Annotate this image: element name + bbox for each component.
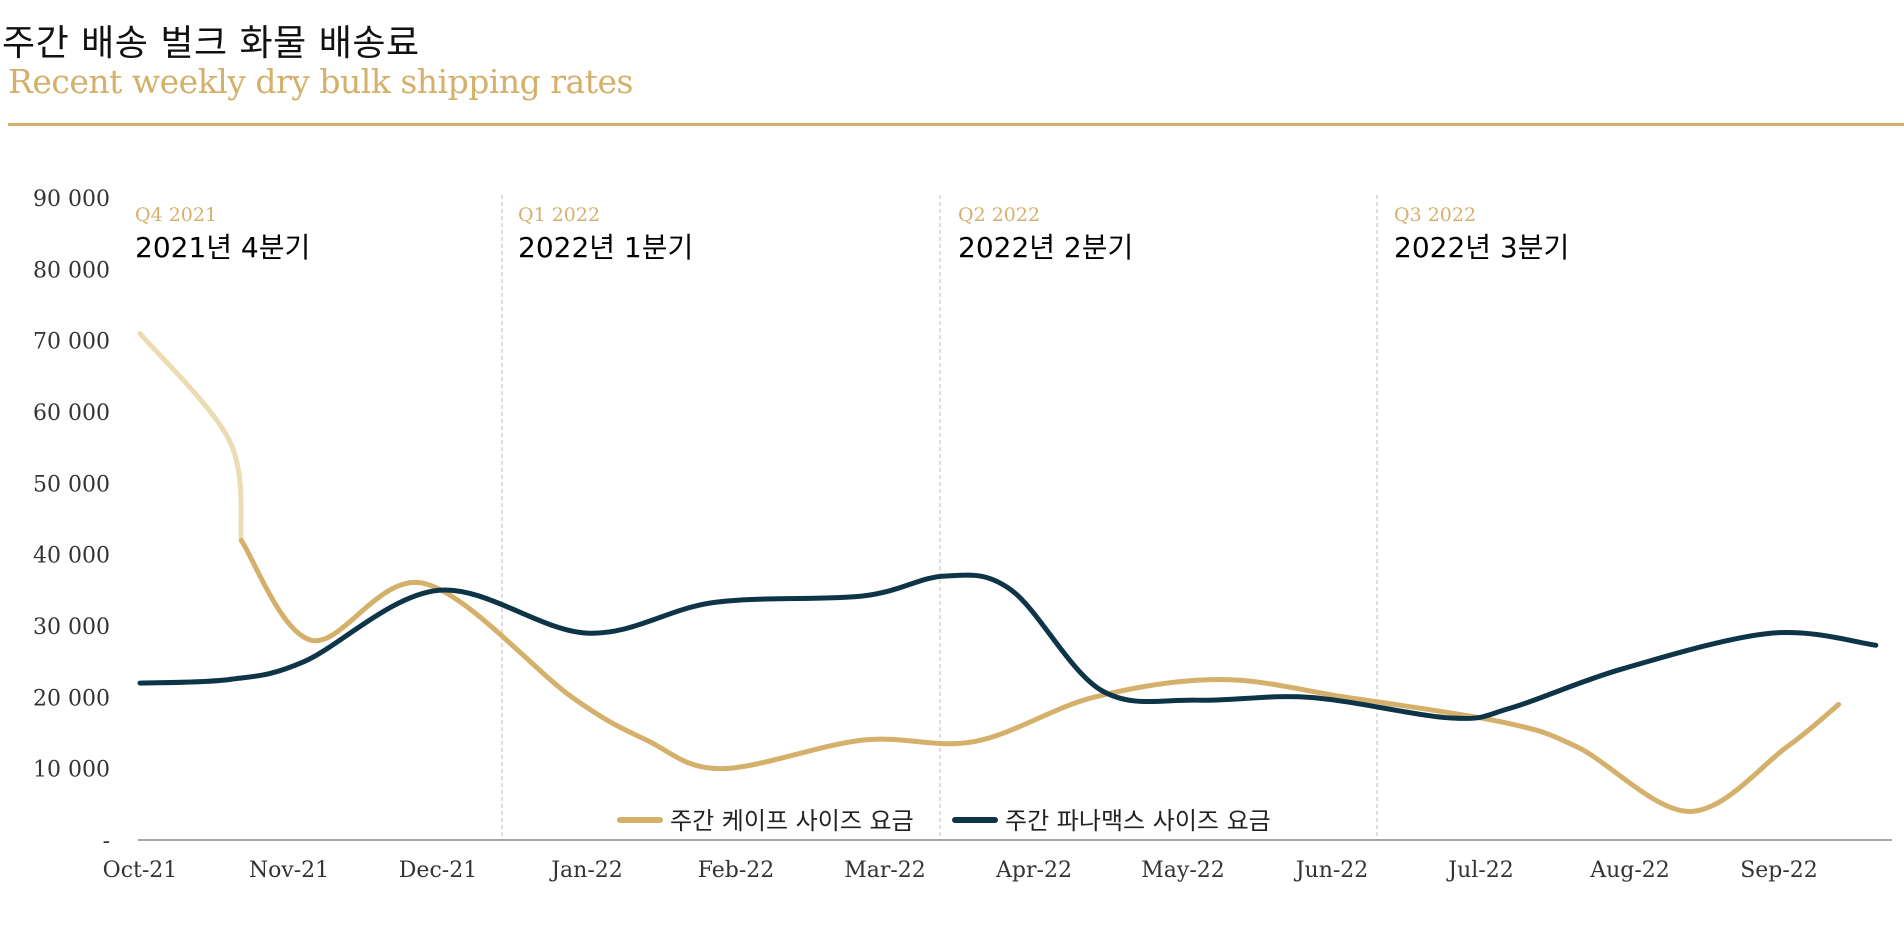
y-tick-label: 70 000 <box>33 330 110 355</box>
cape-size-line <box>238 537 1842 814</box>
quarter-korean-label: 2022년 3분기 <box>1394 231 1569 264</box>
y-tick-label: 90 000 <box>33 187 110 212</box>
quarter-korean-label: 2022년 2분기 <box>958 231 1133 264</box>
x-tick-label: Feb-22 <box>698 858 775 883</box>
panamax-size-line <box>137 572 1879 721</box>
y-tick-label: 10 000 <box>33 758 110 783</box>
series-lines <box>137 331 1879 814</box>
quarter-code-label: Q4 2021 <box>135 204 217 226</box>
title-divider <box>8 123 1904 126</box>
legend-label: 주간 파나맥스 사이즈 요금 <box>1005 807 1271 835</box>
x-tick-label: Apr-22 <box>995 858 1072 883</box>
quarter-korean-label: 2022년 1분기 <box>518 231 693 264</box>
x-tick-label: Aug-22 <box>1589 858 1670 883</box>
y-tick-label: 60 000 <box>33 401 110 426</box>
legend-label: 주간 케이프 사이즈 요금 <box>670 807 914 835</box>
quarter-labels: Q4 2021 2021년 4분기 Q1 2022 2022년 1분기 Q2 2022 2… <box>135 204 1569 264</box>
x-axis: Oct-21 Nov-21 Dec-21 Jan-22 Feb-22 Mar-22 Apr-… <box>103 839 1892 883</box>
x-tick-label: Sep-22 <box>1740 858 1818 883</box>
quarter-code-label: Q1 2022 <box>518 204 600 226</box>
x-tick-label: Jan-22 <box>549 858 623 883</box>
x-tick-label: Mar-22 <box>844 858 926 883</box>
cape-size-line-faded <box>137 331 244 543</box>
y-tick-label: - <box>103 829 110 854</box>
y-tick-label: 20 000 <box>33 686 110 711</box>
x-tick-label: May-22 <box>1141 858 1225 883</box>
x-tick-label: Dec-21 <box>399 858 477 883</box>
quarter-korean-label: 2021년 4분기 <box>135 231 310 264</box>
y-tick-label: 30 000 <box>33 615 110 640</box>
x-tick-label: Oct-21 <box>103 858 178 883</box>
y-axis: - 10 000 20 000 30 000 40 000 50 000 60 000 70 … <box>33 187 110 854</box>
legend: 주간 케이프 사이즈 요금 주간 파나맥스 사이즈 요금 <box>617 807 1271 835</box>
quarter-code-label: Q2 2022 <box>958 204 1040 226</box>
y-tick-label: 40 000 <box>33 544 110 569</box>
chart-title: 주간 배송 벌크 화물 배송료 <box>2 23 420 64</box>
y-tick-label: 80 000 <box>33 258 110 283</box>
y-tick-label: 50 000 <box>33 472 110 497</box>
x-tick-label: Jul-22 <box>1446 858 1513 883</box>
chart-subtitle: Recent weekly dry bulk shipping rates <box>8 62 633 101</box>
quarter-dividers <box>501 195 1378 840</box>
quarter-code-label: Q3 2022 <box>1394 204 1476 226</box>
x-tick-label: Jun-22 <box>1294 858 1369 883</box>
x-tick-label: Nov-21 <box>249 858 329 883</box>
